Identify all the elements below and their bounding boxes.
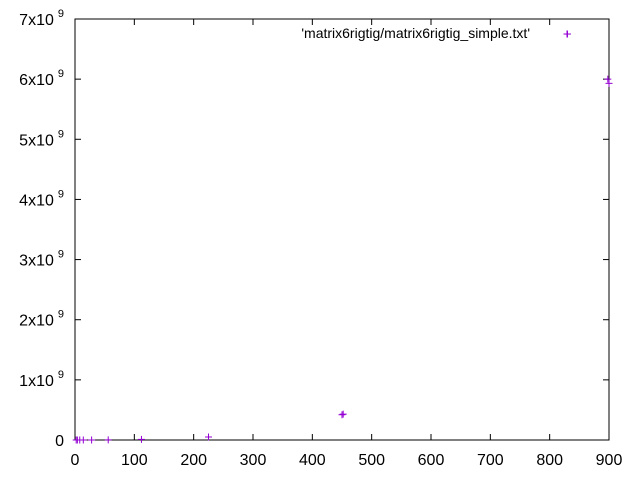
- legend-series-label: 'matrix6rigtig/matrix6rigtig_simple.txt': [301, 25, 530, 41]
- data-point: [338, 411, 346, 419]
- y-tick-label: 7x10 9: [19, 8, 64, 29]
- y-tick-mantissa: 2x10: [19, 313, 54, 330]
- x-tick-label: 400: [299, 452, 326, 469]
- y-tick-label: 0: [55, 433, 64, 450]
- y-tick-mantissa: 7x10: [19, 12, 54, 29]
- x-tick-label: 900: [596, 452, 623, 469]
- y-tick-mantissa: 6x10: [19, 72, 54, 89]
- x-tick-label: 300: [240, 452, 267, 469]
- x-tick-label: 200: [180, 452, 207, 469]
- x-tick-label: 800: [536, 452, 563, 469]
- data-point: [339, 410, 347, 418]
- legend: 'matrix6rigtig/matrix6rigtig_simple.txt': [301, 25, 571, 41]
- data-point: [104, 436, 112, 444]
- plot-frame: [74, 18, 610, 441]
- y-tick-mantissa: 4x10: [19, 192, 54, 209]
- y-tick-label: 3x10 9: [19, 249, 64, 270]
- y-tick-label: 5x10 9: [19, 128, 64, 149]
- y-tick-label: 4x10 9: [19, 188, 64, 209]
- y-tick-mantissa: 3x10: [19, 253, 54, 270]
- y-tick-mantissa: 5x10: [19, 132, 54, 149]
- y-tick-exponent: 9: [58, 128, 64, 140]
- y-tick-label: 6x10 9: [19, 68, 64, 89]
- data-point: [604, 75, 612, 83]
- x-tick-label: 100: [121, 452, 148, 469]
- axis-ticks: [74, 18, 610, 441]
- x-tick-label: 600: [418, 452, 445, 469]
- y-tick-labels: 0 1x10 9 2x10 9 3x10 9 4x10 9 5x10 9 6x10 9 7x10 9: [19, 8, 64, 450]
- x-tick-label: 700: [477, 452, 504, 469]
- y-tick-mantissa: 0: [55, 433, 64, 450]
- data-point: [137, 435, 145, 443]
- data-point: [205, 433, 212, 441]
- y-tick-exponent: 9: [58, 369, 64, 381]
- y-tick-exponent: 9: [58, 68, 64, 80]
- data-point: [79, 436, 87, 444]
- x-tick-label: 500: [358, 452, 385, 469]
- y-tick-exponent: 9: [58, 249, 64, 261]
- data-point: [605, 79, 613, 87]
- data-points: [72, 30, 613, 444]
- data-point: [563, 30, 571, 38]
- y-tick-mantissa: 1x10: [19, 373, 54, 390]
- x-tick-label: 0: [71, 452, 80, 469]
- y-tick-label: 1x10 9: [19, 369, 64, 390]
- x-tick-labels: 0 100 200 300 400 500 600 700 800 900: [71, 452, 623, 469]
- y-tick-exponent: 9: [58, 188, 64, 200]
- y-tick-exponent: 9: [58, 309, 64, 321]
- y-tick-label: 2x10 9: [19, 309, 64, 330]
- y-tick-exponent: 9: [58, 8, 64, 20]
- data-point: [88, 436, 96, 444]
